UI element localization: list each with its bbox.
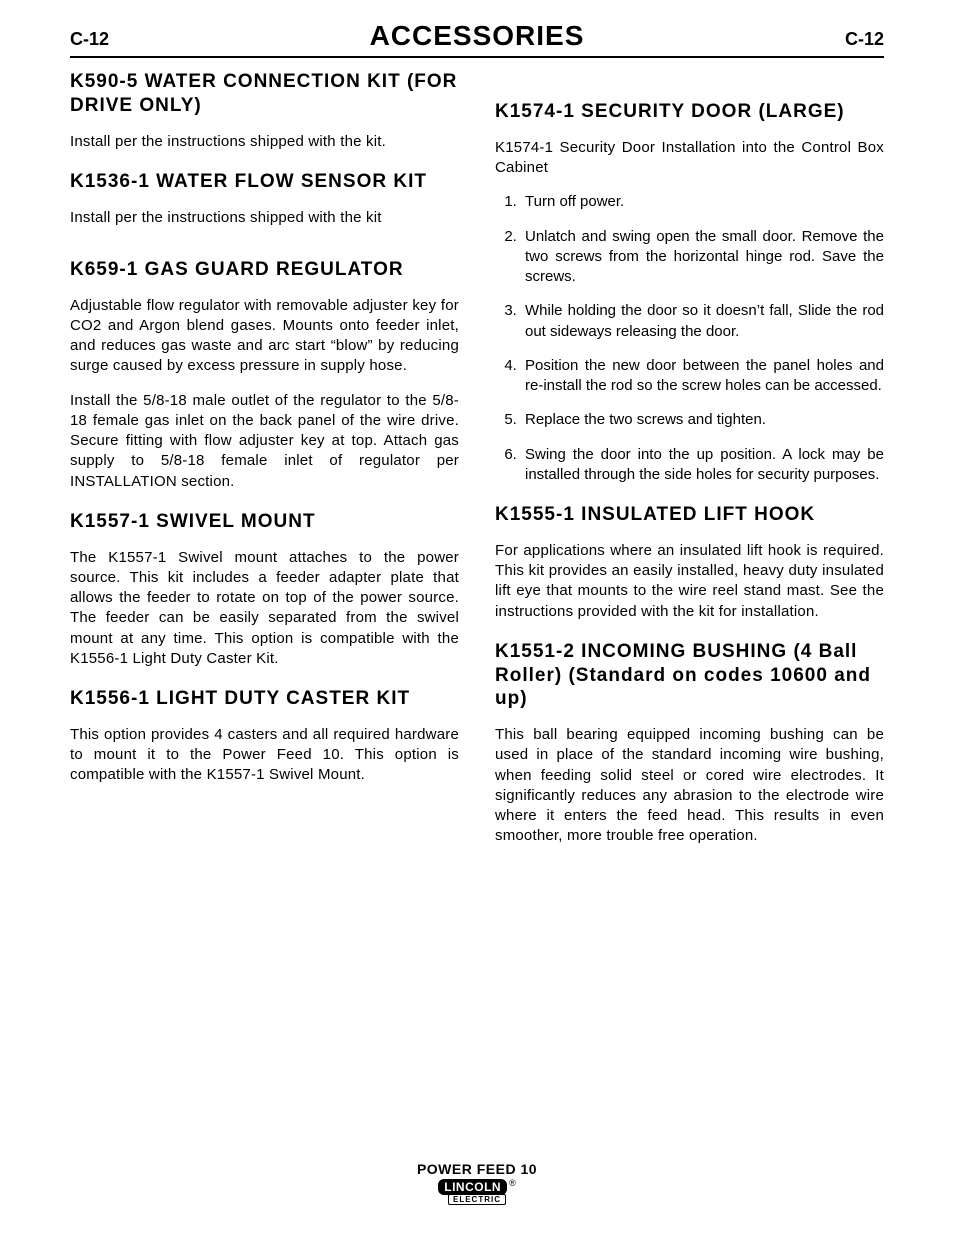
page-header: C-12 ACCESSORIES C-12 <box>70 20 884 58</box>
lincoln-electric-logo: LINCOLN ® ELECTRIC <box>438 1179 515 1205</box>
heading-k590-5: K590-5 WATER CONNECTION KIT (FOR DRIVE O… <box>70 70 459 118</box>
logo-main-text: LINCOLN <box>438 1179 507 1195</box>
heading-k1557-1: K1557-1 SWIVEL MOUNT <box>70 510 459 534</box>
left-column: K590-5 WATER CONNECTION KIT (FOR DRIVE O… <box>70 70 459 861</box>
logo-top-row: LINCOLN ® <box>438 1179 515 1195</box>
heading-k659-1: K659-1 GAS GUARD REGULATOR <box>70 258 459 282</box>
para-k1551-2: This ball bearing equipped incoming bush… <box>495 725 884 847</box>
heading-k1574-1: K1574-1 SECURITY DOOR (LARGE) <box>495 100 884 124</box>
step-item: Turn off power. <box>521 192 884 212</box>
para-k1555-1: For applications where an insulated lift… <box>495 541 884 622</box>
para-k1536-1: Install per the instructions shipped wit… <box>70 208 459 228</box>
heading-k1555-1: K1555-1 INSULATED LIFT HOOK <box>495 503 884 527</box>
content-columns: K590-5 WATER CONNECTION KIT (FOR DRIVE O… <box>70 70 884 861</box>
registered-icon: ® <box>509 1178 516 1188</box>
heading-k1551-2: K1551-2 INCOMING BUSHING (4 Ball Roller)… <box>495 640 884 711</box>
step-item: While holding the door so it doesn’t fal… <box>521 301 884 342</box>
para-k659-1-a: Adjustable flow regulator with removable… <box>70 296 459 377</box>
step-item: Replace the two screws and tighten. <box>521 410 884 430</box>
step-item: Swing the door into the up position. A l… <box>521 445 884 486</box>
step-item: Position the new door between the panel … <box>521 356 884 397</box>
page-footer: POWER FEED 10 LINCOLN ® ELECTRIC <box>0 1161 954 1205</box>
para-k1574-1-intro: K1574-1 Security Door Installation into … <box>495 138 884 179</box>
step-item: Unlatch and swing open the small door. R… <box>521 227 884 288</box>
para-k1557-1: The K1557-1 Swivel mount attaches to the… <box>70 548 459 670</box>
header-page-left: C-12 <box>70 29 109 50</box>
steps-k1574-1: Turn off power. Unlatch and swing open t… <box>495 192 884 485</box>
para-k590-5: Install per the instructions shipped wit… <box>70 132 459 152</box>
para-k1556-1: This option provides 4 casters and all r… <box>70 725 459 786</box>
header-title: ACCESSORIES <box>370 20 585 52</box>
para-k659-1-b: Install the 5/8-18 male outlet of the re… <box>70 391 459 492</box>
page: C-12 ACCESSORIES C-12 K590-5 WATER CONNE… <box>0 0 954 1235</box>
logo-sub-text: ELECTRIC <box>448 1194 506 1205</box>
heading-k1556-1: K1556-1 LIGHT DUTY CASTER KIT <box>70 687 459 711</box>
heading-k1536-1: K1536-1 WATER FLOW SENSOR KIT <box>70 170 459 194</box>
header-page-right: C-12 <box>845 29 884 50</box>
right-column: K1574-1 SECURITY DOOR (LARGE) K1574-1 Se… <box>495 70 884 861</box>
footer-product-name: POWER FEED 10 <box>0 1161 954 1177</box>
